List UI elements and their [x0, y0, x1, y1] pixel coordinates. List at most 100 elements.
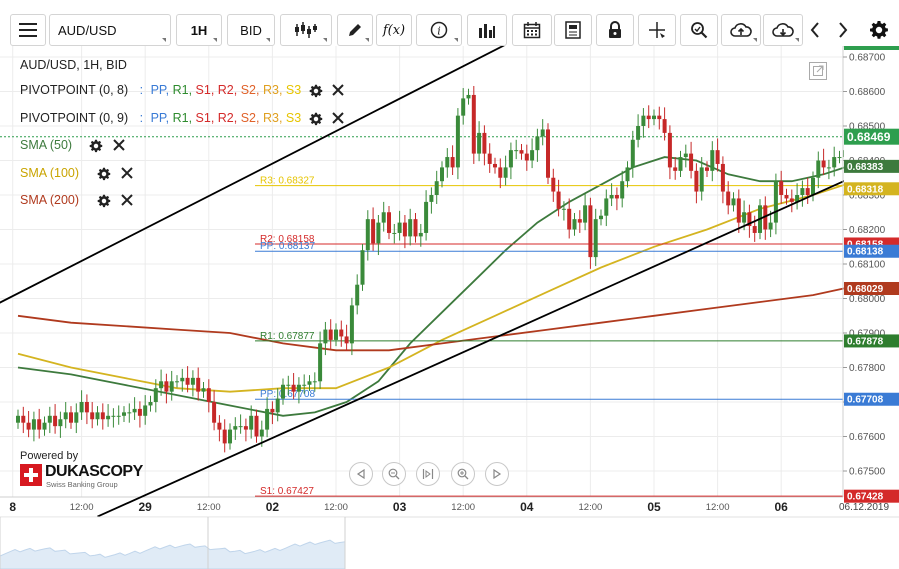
symbol-selector[interactable]: AUD/USD: [49, 14, 171, 46]
price-axis-bg: [844, 46, 899, 497]
candle-body: [106, 415, 111, 420]
close-icon[interactable]: [332, 111, 346, 126]
pivot-axis-label-r1-bg: [844, 334, 899, 348]
volume-button[interactable]: [467, 14, 507, 46]
time-tick-label: 12:00: [69, 502, 94, 513]
menu-button[interactable]: [10, 14, 46, 46]
price-tick-label: 0.67900: [849, 329, 886, 340]
pivot-axis-label-pp: 0.67708: [847, 395, 884, 406]
download-button[interactable]: [763, 14, 803, 46]
candle-body: [620, 181, 625, 199]
candle-body: [26, 422, 31, 430]
candle-body: [779, 181, 784, 195]
price-axis[interactable]: 0.675000.676000.677000.678000.679000.680…: [842, 46, 899, 503]
crosshair-button[interactable]: [638, 14, 676, 46]
upload-button[interactable]: [721, 14, 761, 46]
candle-body: [530, 150, 535, 161]
candle-body: [789, 198, 794, 202]
chart-type-button[interactable]: [280, 14, 332, 46]
zoom-out-button[interactable]: [382, 462, 406, 486]
legend-sma-200: SMA (200): [20, 193, 135, 208]
scroll-left-button[interactable]: [804, 14, 826, 46]
caret-icon: [365, 38, 369, 42]
sma-axis-label-0: 0.68383: [847, 162, 884, 173]
zoom-in-button[interactable]: [451, 462, 475, 486]
candle-body: [710, 150, 715, 171]
document-icon: [565, 21, 581, 39]
caret-icon: [454, 38, 458, 42]
gear-icon[interactable]: [97, 167, 111, 181]
gear-icon[interactable]: [309, 112, 323, 126]
price-tick-label: 0.68300: [849, 191, 886, 202]
calendar-icon: [523, 22, 541, 39]
candle-body: [805, 188, 810, 195]
lock-button[interactable]: [596, 14, 634, 46]
candle-body: [164, 381, 169, 392]
timeframe-selector[interactable]: 1H: [176, 14, 222, 46]
candle-body: [79, 402, 84, 413]
candle-body: [259, 429, 264, 437]
candle-body: [238, 426, 243, 428]
top-axis-marker: [844, 46, 899, 50]
candle-body: [397, 222, 402, 233]
close-icon[interactable]: [121, 166, 135, 181]
date-tick-label: 04: [520, 500, 534, 514]
close-icon[interactable]: [113, 138, 127, 153]
gear-icon[interactable]: [309, 84, 323, 98]
candle-body: [196, 377, 201, 392]
candle-body: [334, 329, 338, 340]
scroll-right-button[interactable]: [832, 14, 854, 46]
pivot-sep: :: [139, 83, 144, 97]
pivot-1-name: PIVOTPOINT (0, 8): [20, 83, 129, 97]
candle-body: [736, 198, 741, 223]
candle-body: [291, 384, 296, 392]
info-icon: i: [430, 21, 448, 39]
pan-left-button[interactable]: [349, 462, 373, 486]
pivot-line-r1: R1,: [172, 83, 196, 97]
candle-body: [498, 167, 503, 178]
draw-button[interactable]: [337, 14, 373, 46]
candle-body: [572, 219, 577, 230]
info-button[interactable]: i: [416, 14, 462, 46]
fit-icon: [422, 469, 434, 479]
trendlines[interactable]: [0, 46, 862, 518]
indicators-button[interactable]: f(x): [376, 14, 412, 46]
zoom-button[interactable]: [680, 14, 718, 46]
candle-body: [355, 284, 360, 306]
pan-right-button[interactable]: [485, 462, 509, 486]
pivot-line-r3: R3,: [262, 83, 286, 97]
pivot-line-pp: PP,: [150, 83, 173, 97]
gear-icon[interactable]: [89, 139, 103, 153]
chevron-left-icon: [810, 22, 819, 38]
price-tick-label: 0.68000: [849, 294, 886, 305]
candle-body: [318, 343, 323, 382]
candle-body: [773, 181, 778, 223]
candle-body: [42, 422, 47, 430]
candle-body: [270, 408, 275, 413]
reset-view-button[interactable]: [416, 462, 440, 486]
candle-body: [95, 412, 100, 420]
dukascopy-logo[interactable]: DUKASCOPY Swiss Banking Group: [20, 463, 143, 492]
candle-body: [127, 412, 132, 414]
gear-icon[interactable]: [97, 194, 111, 208]
side-selector[interactable]: BID: [227, 14, 275, 46]
settings-button[interactable]: [864, 14, 894, 46]
logo-wordmark: DUKASCOPY: [45, 463, 143, 480]
time-tick-label: 12:00: [451, 502, 476, 513]
calendar-button[interactable]: [512, 14, 552, 46]
close-icon[interactable]: [332, 83, 346, 98]
candle-body: [233, 426, 238, 430]
candle-body: [482, 132, 487, 154]
close-icon[interactable]: [121, 193, 135, 208]
sma-50-label: SMA (50): [20, 138, 73, 152]
news-button[interactable]: [554, 14, 592, 46]
sma-50-line: [17, 156, 846, 417]
triangle-right-icon: [493, 469, 502, 479]
candle-body: [699, 167, 704, 192]
crosshair-icon: [649, 22, 665, 38]
navigator[interactable]: [0, 516, 899, 569]
expand-icon[interactable]: [808, 61, 828, 81]
candle-body: [132, 408, 137, 413]
candle-body: [508, 150, 513, 168]
